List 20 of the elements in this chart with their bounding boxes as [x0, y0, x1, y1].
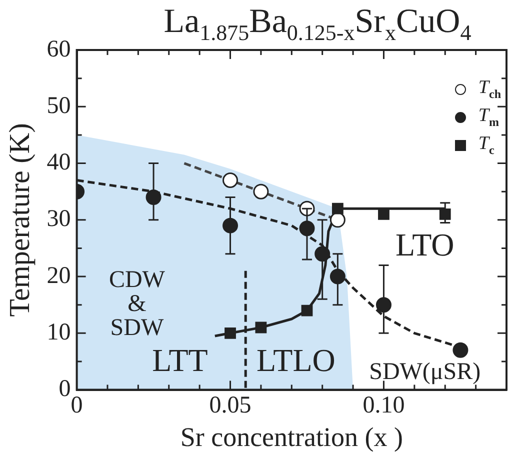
annotation: LTO — [396, 226, 454, 262]
annotation: LTLO — [256, 342, 336, 378]
y-tick-label: 40 — [46, 150, 71, 176]
legend-label: T$_{c}$ — [478, 132, 494, 158]
annotation: LTT — [152, 342, 208, 378]
y-tick-label: 30 — [46, 206, 71, 232]
chart-title: La$_{1.875}$Ba$_{0.125-x}$Sr$_{x}$CuO$_{4}$ — [162, 2, 472, 47]
legend-label: T$_{m}$ — [478, 104, 499, 130]
legend-label: T$_{ch}$ — [478, 76, 501, 102]
y-tick-label: 0 — [58, 376, 71, 402]
annotation: CDW & SDW — [108, 267, 166, 342]
annotation: SDW(μSR) — [369, 359, 481, 386]
y-tick-label: 60 — [46, 36, 71, 62]
y-axis-title: Temperature (K) — [4, 123, 36, 317]
x-axis-title: Sr concentration (x ) — [180, 422, 403, 452]
x-tick-label: 0.05 — [209, 392, 252, 418]
y-tick-label: 20 — [46, 262, 71, 289]
x-tick-label: 0.10 — [362, 392, 405, 418]
y-tick-label: 10 — [46, 319, 71, 346]
y-tick-label: 50 — [46, 92, 71, 119]
